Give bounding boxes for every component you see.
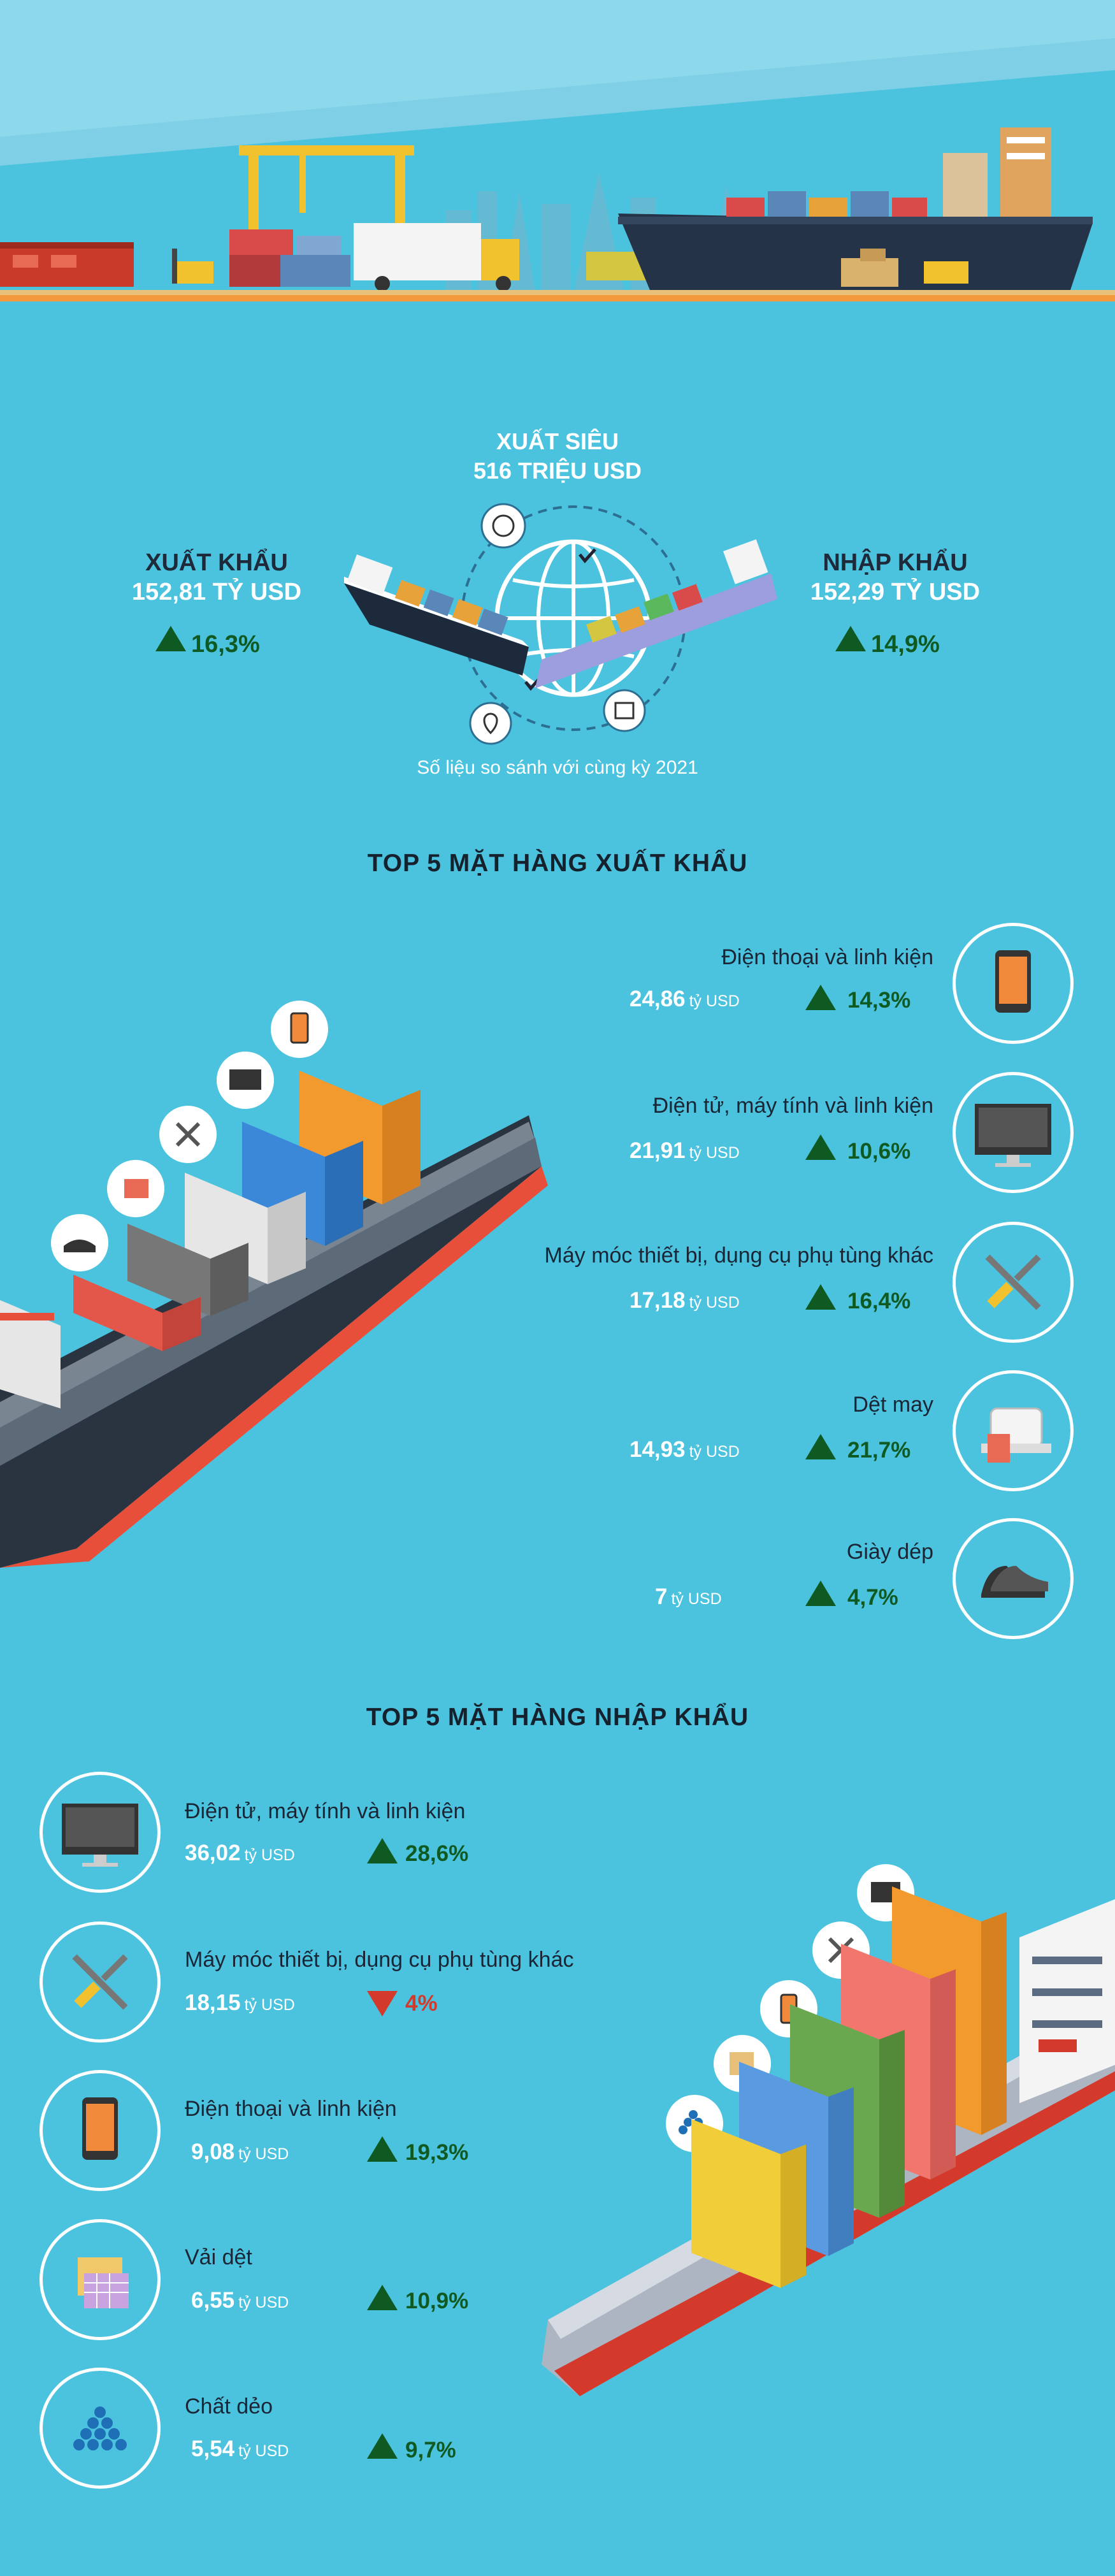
plastic-pellets-icon xyxy=(73,2406,127,2450)
import-item-value: 6,55 tỷ USD xyxy=(191,2288,289,2313)
import-item-value: 36,02 tỷ USD xyxy=(185,1841,295,1865)
export-change: 16,3% xyxy=(191,631,260,658)
export-ship-illustration xyxy=(0,994,561,1568)
gantry-crane xyxy=(239,145,414,245)
export-icon-circle xyxy=(953,923,1074,1044)
export-item-change: 16,4% xyxy=(847,1289,911,1313)
import-change: 14,9% xyxy=(871,631,940,658)
import-item-value: 9,08 tỷ USD xyxy=(191,2139,289,2164)
export-item-name: Điện tử, máy tính và linh kiện xyxy=(652,1094,933,1118)
export-item-value: 7 tỷ USD xyxy=(655,1584,722,1609)
globe-trade-illustration xyxy=(331,491,790,746)
export-item-value: 24,86 tỷ USD xyxy=(629,987,740,1011)
import-item-name: Máy móc thiết bị, dụng cụ phụ tùng khác xyxy=(185,1948,574,1972)
down-arrow-icon xyxy=(367,1991,398,2016)
import-item-name: Điện tử, máy tính và linh kiện xyxy=(185,1799,466,1823)
imports-title: TOP 5 MẶT HÀNG NHẬP KHẨU xyxy=(366,1704,749,1731)
exports-title: TOP 5 MẶT HÀNG XUẤT KHẨU xyxy=(367,850,748,877)
sewing-machine-icon xyxy=(981,1407,1051,1463)
tools-icon xyxy=(72,1954,128,2010)
export-icon-circle xyxy=(953,1072,1074,1193)
container-stack xyxy=(229,229,350,287)
import-up-arrow-icon xyxy=(835,626,866,651)
fabric-icon xyxy=(78,2257,129,2308)
export-item-name: Điện thoại và linh kiện xyxy=(721,945,933,969)
monitor-icon xyxy=(62,1804,138,1867)
up-arrow-icon xyxy=(367,2136,398,2162)
import-icon-circle xyxy=(40,1921,161,2043)
import-icon-circle xyxy=(40,1772,161,1893)
up-arrow-icon xyxy=(367,2433,398,2459)
comparison-note: Số liệu so sánh với cùng kỳ 2021 xyxy=(417,757,698,778)
export-icon-circle xyxy=(953,1518,1074,1639)
up-arrow-icon xyxy=(805,1284,836,1310)
import-item-change: 9,7% xyxy=(405,2438,456,2463)
up-arrow-icon xyxy=(367,2285,398,2310)
import-item-value: 5,54 tỷ USD xyxy=(191,2436,289,2461)
export-item-value: 21,91 tỷ USD xyxy=(629,1138,740,1163)
smartphone-icon xyxy=(995,950,1031,1013)
import-icon-circle xyxy=(40,2219,161,2340)
import-item-change: 19,3% xyxy=(405,2140,469,2165)
tools-icon xyxy=(985,1254,1041,1310)
export-item-change: 21,7% xyxy=(847,1438,911,1463)
export-item-name: Dệt may xyxy=(852,1393,933,1417)
shoe-icon xyxy=(981,1566,1048,1598)
export-value: 152,81 TỶ USD xyxy=(131,579,302,605)
import-label: NHẬP KHẨU xyxy=(823,549,968,576)
export-item-name: Máy móc thiết bị, dụng cụ phụ tùng khác xyxy=(544,1243,933,1268)
up-arrow-icon xyxy=(805,985,836,1010)
header-ship xyxy=(618,127,1093,290)
forklift xyxy=(172,249,213,284)
import-item-name: Điện thoại và linh kiện xyxy=(185,2097,397,2121)
import-value: 152,29 TỶ USD xyxy=(810,579,981,605)
truck xyxy=(354,223,519,291)
import-icon-circle xyxy=(40,2368,161,2489)
export-item-change: 14,3% xyxy=(847,988,911,1013)
export-item-name: Giày dép xyxy=(846,1540,933,1564)
export-icon-circle xyxy=(953,1370,1074,1491)
header-illustration xyxy=(0,0,1115,303)
monitor-icon xyxy=(975,1104,1051,1167)
import-item-value: 18,15 tỷ USD xyxy=(185,1990,295,2015)
import-item-name: Chất dẻo xyxy=(185,2394,273,2419)
export-up-arrow-icon xyxy=(155,626,186,651)
export-item-change: 10,6% xyxy=(847,1139,911,1164)
export-item-value: 17,18 tỷ USD xyxy=(629,1288,740,1313)
up-arrow-icon xyxy=(805,1434,836,1459)
import-item-change: 28,6% xyxy=(405,1841,469,1866)
surplus-value: 516 TRIỆU USD xyxy=(473,458,642,484)
surplus-label: XUẤT SIÊU xyxy=(496,428,619,454)
train xyxy=(0,242,134,287)
smartphone-icon xyxy=(82,2097,118,2160)
export-item-change: 4,7% xyxy=(847,1585,898,1610)
import-ship-illustration xyxy=(535,1861,1115,2403)
up-arrow-icon xyxy=(367,1838,398,1863)
import-item-change: 10,9% xyxy=(405,2289,469,2313)
export-icon-circle xyxy=(953,1222,1074,1343)
export-label: XUẤT KHẨU xyxy=(145,549,288,576)
up-arrow-icon xyxy=(805,1581,836,1606)
import-item-change: 4% xyxy=(405,1991,438,2016)
import-item-name: Vải dệt xyxy=(185,2245,252,2269)
export-item-value: 14,93 tỷ USD xyxy=(629,1437,740,1462)
up-arrow-icon xyxy=(805,1134,836,1160)
import-icon-circle xyxy=(40,2070,161,2191)
